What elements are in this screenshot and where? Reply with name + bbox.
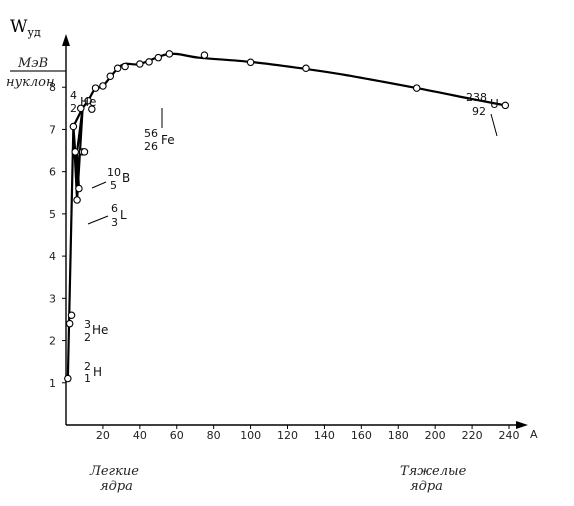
annotation-li6: 6 3 L bbox=[87, 202, 127, 229]
x-tick-label-0: 20 bbox=[96, 429, 110, 442]
annotation-h2-charge: 1 bbox=[84, 372, 91, 385]
data-point-12 bbox=[91, 84, 100, 92]
x-tick-label-10: 220 bbox=[462, 429, 483, 442]
y-tick-label-5: 6 bbox=[49, 166, 56, 179]
y-tick-label-1: 2 bbox=[49, 335, 56, 348]
annotation-he4-mass: 4 bbox=[70, 89, 77, 102]
annotation-fe56-charge: 26 bbox=[144, 140, 158, 153]
y-tick-label-2: 3 bbox=[49, 292, 56, 305]
data-point-15 bbox=[113, 64, 122, 72]
x-tick-label-11: 240 bbox=[499, 429, 520, 442]
annotation-h2: 2 1 H bbox=[84, 360, 102, 385]
x-tick-label-5: 120 bbox=[277, 429, 298, 442]
annotation-h2-symbol: H bbox=[93, 365, 102, 379]
x-tick-label-4: 100 bbox=[240, 429, 261, 442]
data-point-6 bbox=[75, 184, 83, 193]
x-axis-arrow bbox=[516, 421, 528, 429]
annotation-u238-mass: 238 bbox=[466, 91, 487, 104]
x-axis-label: A bbox=[530, 428, 538, 441]
annotation-fe56: 56 26 Fe bbox=[144, 108, 175, 153]
annotation-he4: 4 2 He bbox=[70, 89, 96, 115]
annotation-b10: 10 5 B bbox=[91, 166, 130, 192]
annotation-he3-symbol: He bbox=[92, 323, 108, 337]
y-axis-arrow bbox=[62, 34, 70, 46]
annotation-he3-charge: 2 bbox=[84, 331, 91, 344]
region-light-line1: Легкие bbox=[89, 464, 139, 479]
data-point-25 bbox=[501, 101, 510, 110]
data-point-21 bbox=[200, 51, 209, 59]
annotation-he4-charge: 2 bbox=[70, 102, 77, 115]
region-heavy-line2: ядра bbox=[410, 479, 443, 494]
annotation-u238-leader bbox=[490, 113, 498, 137]
annotation-b10-symbol: B bbox=[122, 171, 130, 185]
data-point-5 bbox=[73, 196, 81, 204]
data-point-9 bbox=[80, 148, 89, 156]
data-point-11 bbox=[88, 105, 96, 113]
annotation-u238: 238 92 U bbox=[466, 91, 499, 137]
x-tick-label-9: 200 bbox=[425, 429, 446, 442]
y-tick-label-6: 7 bbox=[49, 123, 56, 136]
x-ticks: 20 40 60 80 100 120 140 160 180 200 220 240 bbox=[96, 425, 520, 442]
annotation-li6-charge: 3 bbox=[111, 216, 118, 229]
data-point-0 bbox=[64, 374, 72, 383]
y-axis-symbol-main: W bbox=[10, 17, 28, 37]
y-axis-symbol: Wуд bbox=[10, 17, 41, 39]
y-tick-label-7: 8 bbox=[49, 81, 56, 94]
data-point-20 bbox=[165, 50, 174, 58]
series bbox=[66, 52, 506, 379]
x-tick-label-2: 60 bbox=[170, 429, 184, 442]
data-point-16 bbox=[121, 62, 129, 71]
data-point-17 bbox=[136, 60, 144, 68]
y-unit-denominator: нуклон bbox=[6, 75, 55, 90]
annotation-li6-mass: 6 bbox=[111, 202, 118, 215]
data-point-22 bbox=[246, 58, 255, 67]
data-points bbox=[64, 50, 510, 383]
x-tick-label-3: 80 bbox=[207, 429, 221, 442]
data-point-7 bbox=[77, 104, 85, 113]
data-point-10 bbox=[84, 96, 92, 105]
data-point-4 bbox=[71, 148, 79, 156]
annotation-b10-leader bbox=[91, 181, 107, 189]
x-tick-label-7: 160 bbox=[351, 429, 372, 442]
data-point-14 bbox=[106, 72, 115, 80]
y-ticks: 1 2 3 4 5 6 7 8 bbox=[49, 81, 66, 390]
data-point-23 bbox=[302, 64, 310, 72]
data-point-19 bbox=[154, 53, 163, 62]
region-light-line2: ядра bbox=[100, 479, 133, 494]
data-point-1 bbox=[65, 319, 74, 328]
annotation-li6-leader bbox=[87, 215, 109, 225]
y-tick-label-0: 1 bbox=[49, 377, 56, 390]
annotation-he3: 3 2 He bbox=[84, 318, 108, 344]
annotation-he3-mass: 3 bbox=[84, 318, 91, 331]
annotation-fe56-symbol: Fe bbox=[161, 133, 175, 147]
data-point-3 bbox=[69, 122, 78, 131]
y-axis-symbol-subscript: уд bbox=[27, 26, 40, 39]
data-point-2 bbox=[67, 311, 76, 319]
annotation-u238-charge: 92 bbox=[472, 105, 486, 118]
y-tick-label-4: 5 bbox=[49, 208, 56, 221]
annotation-he4-symbol: He bbox=[80, 95, 96, 109]
annotation-fe56-mass: 56 bbox=[144, 127, 158, 140]
annotation-h2-mass: 2 bbox=[84, 360, 91, 373]
region-heavy-line1: Тяжелые bbox=[400, 464, 467, 479]
x-tick-label-6: 140 bbox=[314, 429, 335, 442]
annotation-li6-symbol: L bbox=[120, 208, 127, 222]
annotation-b10-mass: 10 bbox=[107, 166, 121, 179]
x-tick-label-8: 180 bbox=[388, 429, 409, 442]
data-point-13 bbox=[99, 82, 107, 90]
data-point-24 bbox=[412, 84, 421, 92]
y-tick-label-3: 4 bbox=[49, 250, 56, 263]
annotation-b10-charge: 5 bbox=[110, 179, 117, 192]
y-unit-numerator: МэВ bbox=[17, 56, 48, 71]
data-point-18 bbox=[145, 58, 153, 66]
annotation-u238-symbol: U bbox=[490, 97, 499, 111]
x-tick-label-1: 40 bbox=[133, 429, 147, 442]
